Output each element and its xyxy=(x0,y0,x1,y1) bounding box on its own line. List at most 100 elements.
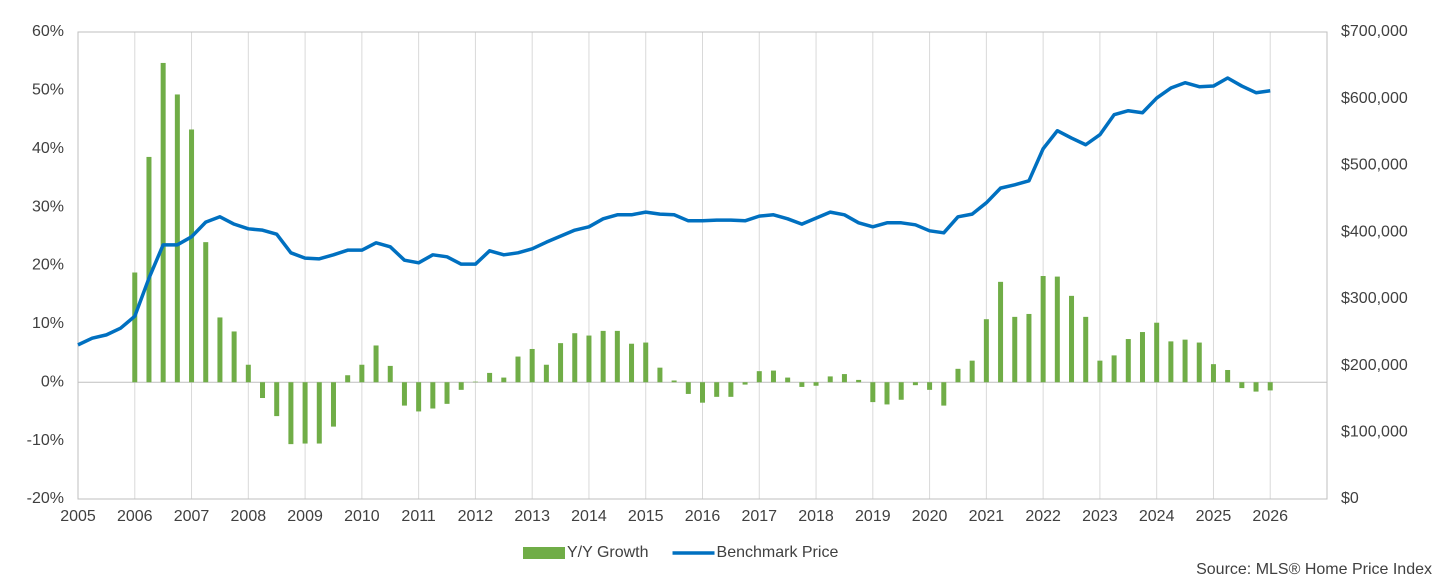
bar xyxy=(841,374,847,383)
y-tick-label: 0% xyxy=(41,373,64,390)
y2-tick-label: $500,000 xyxy=(1341,157,1408,174)
bar xyxy=(600,330,606,383)
x-tick-label: 2025 xyxy=(1196,508,1232,525)
bar xyxy=(1083,316,1089,383)
bar xyxy=(1225,369,1231,383)
x-tick-label: 2015 xyxy=(628,508,664,525)
source-note: Source: MLS® Home Price Index xyxy=(1196,561,1432,578)
bar xyxy=(742,382,748,385)
x-tick-label: 2012 xyxy=(458,508,494,525)
bar xyxy=(217,317,223,383)
y-tick-label: 30% xyxy=(32,198,64,215)
bar xyxy=(472,381,478,383)
bar xyxy=(203,242,209,383)
legend-swatch xyxy=(523,547,565,559)
bar xyxy=(174,94,180,383)
y-tick-label: 50% xyxy=(32,82,64,99)
bar xyxy=(912,382,918,386)
bar xyxy=(416,382,422,412)
x-tick-label: 2018 xyxy=(798,508,834,525)
x-tick-label: 2005 xyxy=(60,508,96,525)
y2-tick-label: $200,000 xyxy=(1341,357,1408,374)
bar xyxy=(983,319,989,383)
bar xyxy=(288,382,294,445)
bar xyxy=(1069,295,1075,383)
y2-tick-label: $600,000 xyxy=(1341,90,1408,107)
bar xyxy=(387,365,393,383)
y-tick-label: 20% xyxy=(32,257,64,274)
bar xyxy=(572,333,578,383)
bar xyxy=(1239,382,1245,389)
bar xyxy=(714,382,720,397)
bar xyxy=(813,382,819,386)
y2-tick-label: $0 xyxy=(1341,490,1359,507)
bar xyxy=(132,272,138,383)
bar xyxy=(898,382,904,400)
bar xyxy=(728,382,734,397)
bar xyxy=(274,382,280,417)
bar xyxy=(1210,364,1216,383)
bar xyxy=(586,335,592,383)
bar xyxy=(827,376,833,383)
x-tick-label: 2016 xyxy=(685,508,721,525)
y-tick-label: -10% xyxy=(27,432,64,449)
bar xyxy=(543,364,549,383)
bar xyxy=(614,330,620,383)
bar xyxy=(444,382,450,404)
bar xyxy=(856,379,862,383)
bar xyxy=(1111,355,1117,383)
bar xyxy=(700,382,705,403)
bar xyxy=(1182,339,1188,383)
x-tick-label: 2013 xyxy=(514,508,550,525)
y-tick-label: -20% xyxy=(27,490,64,507)
bar xyxy=(1168,341,1174,383)
bar xyxy=(998,281,1004,383)
y2-tick-label: $700,000 xyxy=(1341,23,1408,40)
x-tick-label: 2011 xyxy=(401,508,436,525)
bar xyxy=(1097,360,1103,383)
x-tick-label: 2026 xyxy=(1252,508,1288,525)
bar xyxy=(1253,382,1259,392)
x-tick-label: 2006 xyxy=(117,508,153,525)
bar xyxy=(629,343,635,383)
bar xyxy=(1139,332,1145,383)
bar xyxy=(529,348,535,383)
bar xyxy=(643,342,649,383)
x-tick-label: 2009 xyxy=(287,508,323,525)
bar xyxy=(1026,313,1032,383)
line xyxy=(77,76,1271,347)
bar xyxy=(316,382,322,444)
bar xyxy=(359,364,365,383)
bar xyxy=(770,370,776,383)
bar xyxy=(487,372,493,383)
y-tick-label: 60% xyxy=(32,23,64,40)
bar xyxy=(458,382,464,390)
bar xyxy=(685,382,691,394)
bar xyxy=(430,382,436,409)
bar xyxy=(1154,322,1160,383)
bar xyxy=(330,382,336,427)
bar xyxy=(231,331,237,383)
x-tick-label: 2019 xyxy=(855,508,891,525)
bar xyxy=(671,380,677,383)
plot-frame xyxy=(77,31,1328,500)
bar xyxy=(515,356,521,383)
y2-tick-label: $100,000 xyxy=(1341,424,1408,441)
bar xyxy=(189,129,195,383)
bar xyxy=(401,382,407,406)
bar xyxy=(941,382,947,406)
x-tick-label: 2007 xyxy=(174,508,210,525)
x-tick-label: 2022 xyxy=(1025,508,1061,525)
bar xyxy=(927,382,933,390)
y-tick-label: 10% xyxy=(32,315,64,332)
bar xyxy=(657,367,663,383)
bar xyxy=(146,156,152,383)
bar xyxy=(1196,342,1202,383)
x-tick-label: 2010 xyxy=(344,508,380,525)
bar xyxy=(260,382,266,399)
x-tick-label: 2020 xyxy=(912,508,948,525)
bar xyxy=(501,377,507,383)
x-tick-label: 2008 xyxy=(231,508,267,525)
bar xyxy=(785,377,791,383)
